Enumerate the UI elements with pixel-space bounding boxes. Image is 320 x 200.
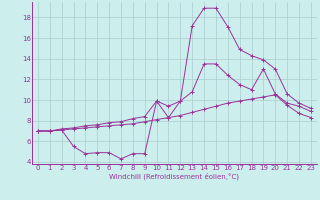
X-axis label: Windchill (Refroidissement éolien,°C): Windchill (Refroidissement éolien,°C) [109, 172, 239, 180]
